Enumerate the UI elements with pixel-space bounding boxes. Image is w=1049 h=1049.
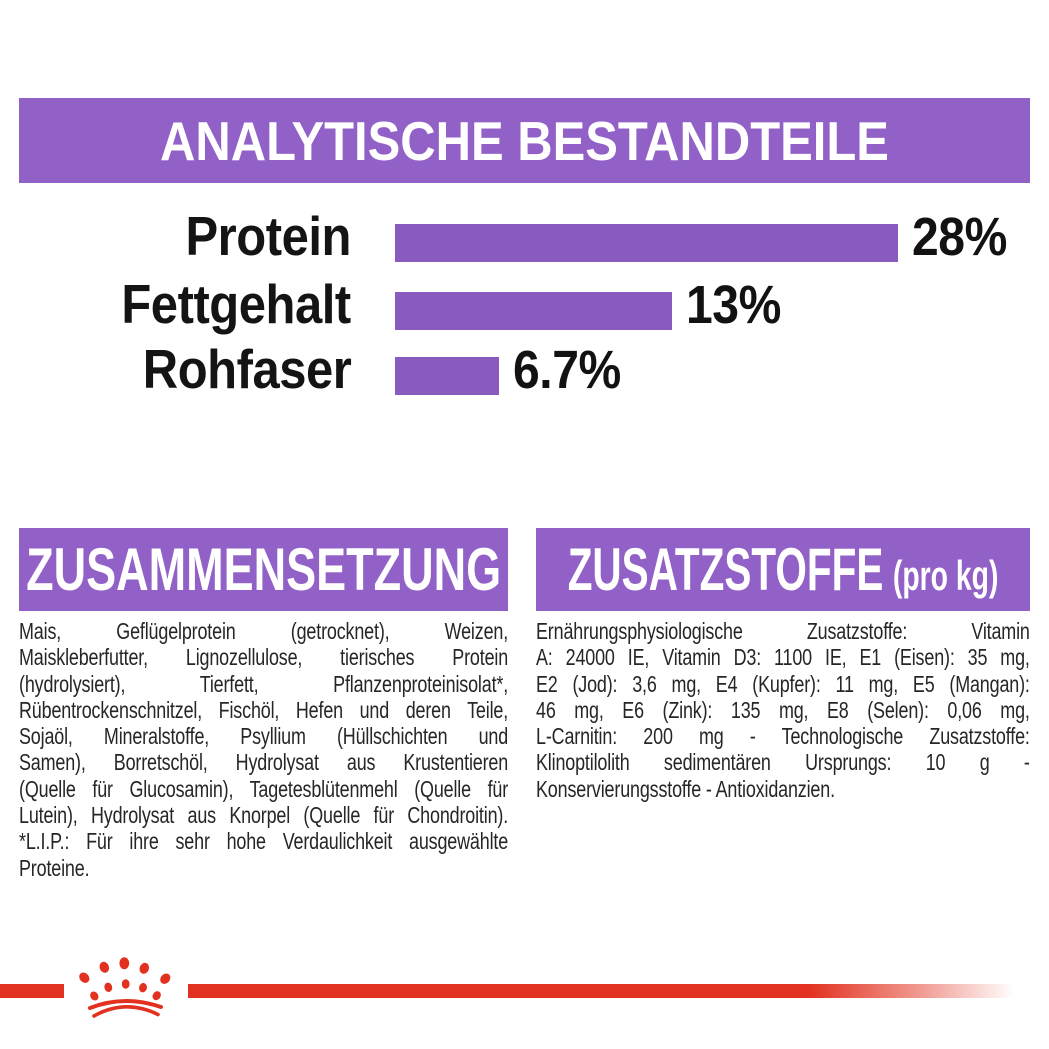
section-title: ANALYTISCHE BESTANDTEILE [160, 109, 889, 172]
text-line: Klinoptilolith sedimentären Ursprungs: 1… [536, 749, 1030, 776]
chart-row-fettgehalt: Fettgehalt 13% [0, 273, 1049, 335]
text-line: Mais, Geflügelprotein (getrocknet), Weiz… [19, 618, 509, 644]
text-line: Rübentrockenschnitzel, Fischöl, Hefen un… [19, 696, 509, 723]
chart-value-label: 13% [686, 275, 781, 335]
chart-value-label: 28% [912, 207, 1007, 267]
composition-text: Mais, Geflügelprotein (getrocknet), Weiz… [19, 618, 508, 881]
brand-line-left [0, 984, 64, 998]
text-line: L-Carnitin: 200 mg - Technologische Zusa… [536, 723, 1030, 750]
text-line: Maiskleberfutter, Lignozellulose, tieris… [19, 644, 509, 671]
chart-value-label: 6.7% [513, 340, 621, 400]
section-title: ZUSAMMENSETZUNG [26, 536, 501, 603]
brand-line-right [188, 984, 1049, 998]
section-title: ZUSATZSTOFFE [567, 536, 884, 603]
chart-category-label: Protein [185, 205, 351, 267]
text-line: A: 24000 IE, Vitamin D3: 1100 IE, E1 (Ei… [536, 644, 1030, 671]
text-line: 46 mg, E6 (Zink): 135 mg, E8 (Selen): 0,… [536, 696, 1030, 723]
text-line: (hydrolysiert), Tierfett, Pflanzenprotei… [19, 670, 509, 697]
text-line: Sojaöl, Mineralstoffe, Psyllium (Hüllsch… [19, 723, 509, 750]
chart-row-protein: Protein 28% [0, 205, 1049, 267]
text-line: E2 (Jod): 3,6 mg, E4 (Kupfer): 11 mg, E5… [536, 670, 1030, 697]
chart-bar [395, 292, 672, 330]
section-header-analytische-bestandteile: ANALYTISCHE BESTANDTEILE [19, 98, 1030, 183]
text-line: (Quelle für Glucosamin), Tagetesblütenme… [19, 775, 509, 802]
text-line: Lutein), Hydrolysat aus Knorpel (Quelle … [19, 802, 509, 829]
text-line: Proteine. [19, 854, 90, 881]
chart-bar [395, 224, 898, 262]
section-title-suffix: (pro kg) [892, 552, 999, 599]
additives-text: Ernährungsphysiologische Zusatzstoffe: V… [536, 618, 1030, 802]
chart-bar [395, 357, 499, 395]
chart-category-label: Fettgehalt [121, 273, 352, 335]
section-header-zusammensetzung: ZUSAMMENSETZUNG [19, 528, 508, 611]
royal-canin-crown-logo [79, 957, 171, 1018]
chart-category-label: Rohfaser [142, 338, 351, 400]
chart-row-rohfaser: Rohfaser 6.7% [0, 338, 1049, 400]
text-line: *L.I.P.: Für ihre sehr hohe Verdaulichke… [19, 828, 509, 855]
text-line: Samen), Borretschöl, Hydrolysat aus Krus… [19, 749, 509, 776]
text-line: Ernährungsphysiologische Zusatzstoffe: V… [536, 618, 1030, 644]
section-header-zusatzstoffe: ZUSATZSTOFFE (pro kg) [536, 528, 1030, 611]
text-line: Konservierungsstoffe - Antioxidanzien. [536, 775, 835, 802]
